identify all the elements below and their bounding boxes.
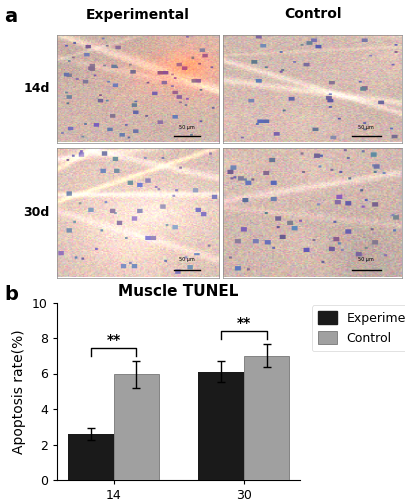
- Text: 50 μm: 50 μm: [179, 124, 194, 130]
- Bar: [243, 356, 289, 480]
- Legend: Experimental, Control: Experimental, Control: [311, 305, 405, 351]
- Text: a: a: [4, 8, 17, 26]
- Text: **: **: [236, 316, 250, 330]
- Y-axis label: Apoptosis rate(%): Apoptosis rate(%): [12, 329, 26, 454]
- Text: **: **: [106, 333, 120, 347]
- Text: Control: Control: [283, 8, 341, 22]
- Text: 14d: 14d: [23, 82, 49, 95]
- Bar: [198, 372, 243, 480]
- Text: 50 μm: 50 μm: [358, 124, 373, 130]
- Bar: [68, 434, 113, 480]
- Text: 50 μm: 50 μm: [358, 257, 373, 262]
- Title: Muscle TUNEL: Muscle TUNEL: [118, 284, 238, 298]
- Text: b: b: [4, 285, 18, 304]
- Text: 30d: 30d: [23, 206, 49, 219]
- Text: 50 μm: 50 μm: [179, 257, 194, 262]
- Bar: [113, 374, 159, 480]
- Text: Experimental: Experimental: [86, 8, 190, 22]
